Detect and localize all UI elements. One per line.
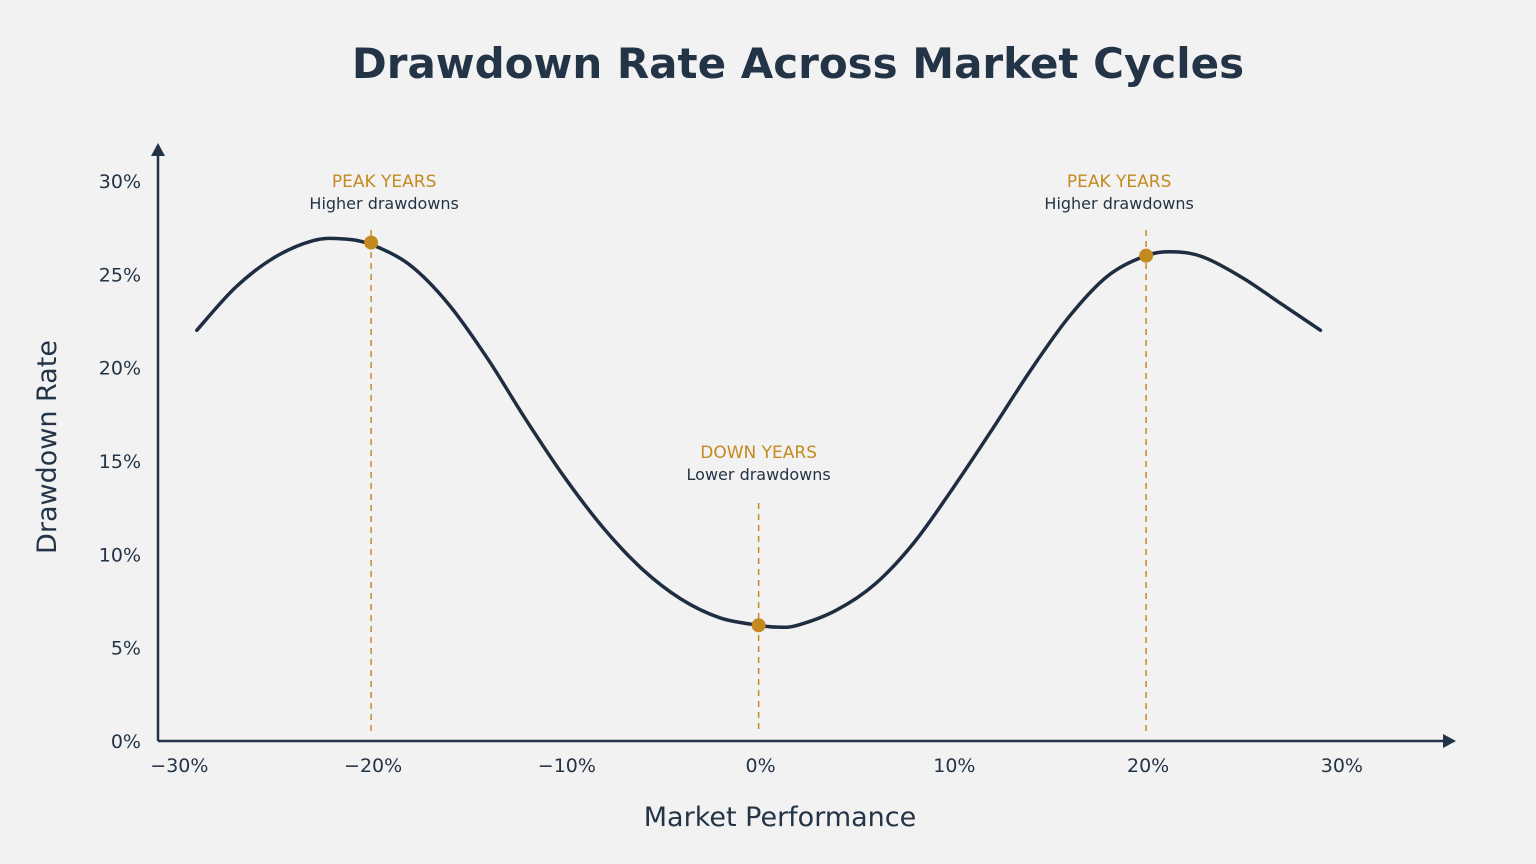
y-tick-label: 15% (99, 451, 141, 473)
x-tick-label: −20% (344, 755, 402, 777)
x-axis-title: Market Performance (644, 802, 917, 833)
annotation-subtext: Lower drawdowns (687, 465, 831, 484)
annotation-markers (364, 235, 1154, 633)
x-tick-label: 20% (1127, 755, 1169, 777)
y-tick-label: 20% (99, 358, 141, 380)
y-tick-label: 5% (111, 638, 141, 660)
x-tick-label: −30% (150, 755, 208, 777)
annotation-labels: PEAK YEARS Higher drawdowns DOWN YEARS Lowe… (309, 172, 1193, 484)
annotation-heading: PEAK YEARS (1067, 172, 1172, 192)
annotation-heading: DOWN YEARS (700, 443, 817, 463)
x-tick-label: 10% (933, 755, 975, 777)
x-axis-arrow (1443, 734, 1456, 748)
annotation-marker (751, 618, 766, 633)
annotation-guides (370, 230, 1147, 733)
drawdown-curve (195, 236, 1323, 630)
y-axis-arrow (151, 143, 165, 156)
annotation-marker (364, 235, 379, 250)
annotation-heading: PEAK YEARS (332, 172, 437, 192)
y-tick-label: 25% (99, 264, 141, 286)
annotation-subtext: Higher drawdowns (309, 194, 458, 213)
x-tick-label: −10% (538, 755, 596, 777)
annotation-marker (1139, 248, 1154, 263)
chart-title: Drawdown Rate Across Market Cycles (352, 39, 1244, 88)
y-axis-title: Drawdown Rate (32, 340, 63, 554)
y-tick-label: 0% (111, 731, 141, 753)
axes (151, 143, 1456, 748)
x-tick-label: 0% (746, 755, 776, 777)
x-tick-label: 30% (1321, 755, 1363, 777)
y-tick-label: 30% (99, 171, 141, 193)
y-tick-label: 10% (99, 544, 141, 566)
tick-labels: −30% −20% −10% 0% 10% 20% 30% 0% 5% 10% 15% 20% 25% 3… (99, 171, 1363, 777)
annotation-subtext: Higher drawdowns (1044, 194, 1193, 213)
